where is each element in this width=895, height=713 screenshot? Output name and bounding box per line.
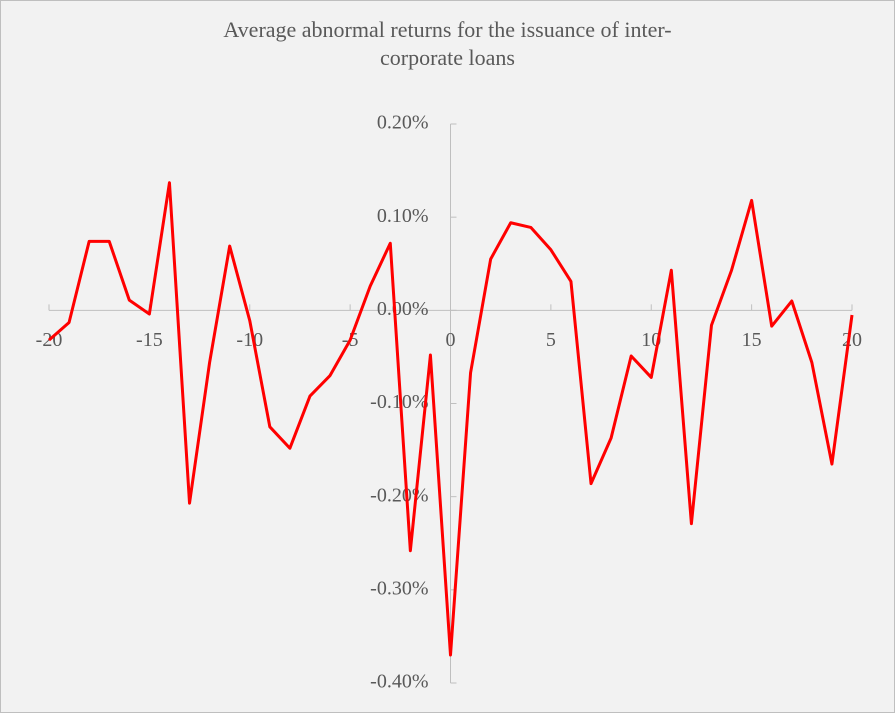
x-tick-label: 0 [446, 329, 456, 351]
y-tick-label: 0.20% [377, 112, 429, 134]
chart-title: Average abnormal returns for the issuanc… [223, 17, 672, 70]
x-tick-label: 5 [546, 329, 556, 351]
y-tick-label: 0.00% [377, 298, 429, 320]
data-line [48, 181, 854, 657]
y-tick-label: -0.40% [370, 671, 428, 693]
x-tick-label: 20 [842, 329, 862, 351]
x-tick-label: 15 [742, 329, 762, 351]
x-tick-label: -10 [236, 329, 263, 351]
y-tick-label: 0.10% [377, 205, 429, 227]
x-tick-label: -15 [136, 329, 163, 351]
y-tick-label: -0.30% [370, 577, 428, 599]
y-tick-label: -0.20% [370, 484, 428, 506]
title-box: Average abnormal returns for the issuanc… [0, 16, 895, 72]
